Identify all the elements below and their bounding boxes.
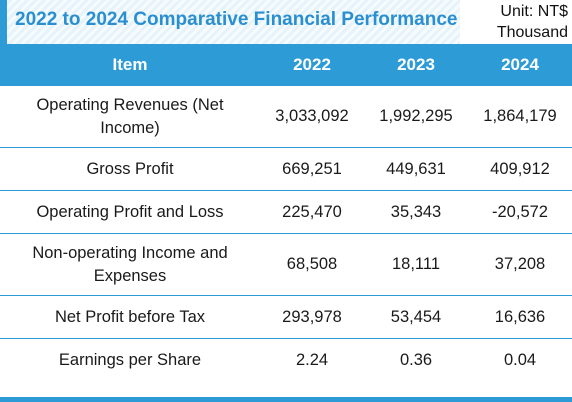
header-2023: 2023 <box>364 44 468 86</box>
table-row: Non-operating Income and Expenses 68,508… <box>0 233 572 296</box>
row-value-2024: 1,864,179 <box>468 86 572 148</box>
row-value-2023: 0.36 <box>399 350 433 369</box>
header-2024: 2024 <box>468 44 572 86</box>
financial-table: Item 2022 2023 2024 Operating Revenues (… <box>0 44 572 381</box>
row-value-2022: 3,033,092 <box>260 86 364 148</box>
row-value-2023: 449,631 <box>364 147 468 191</box>
row-value-2022: 293,978 <box>260 295 364 339</box>
row-value-2022: 225,470 <box>260 190 364 234</box>
table-row: Gross Profit 669,251 449,631 409,912 <box>0 147 572 191</box>
title-bar: 2022 to 2024 Comparative Financial Perfo… <box>0 0 460 44</box>
table-row: Net Profit before Tax 293,978 53,454 16,… <box>0 295 572 339</box>
table-row: Earnings per Share 2.24 0.36 0.04 <box>0 339 572 382</box>
row-value-2022: 669,251 <box>260 147 364 191</box>
row-value-2024: 0.04 <box>503 350 537 369</box>
row-item-label: Operating Profit and Loss <box>0 190 260 234</box>
row-item-label: Earnings per Share <box>58 350 202 369</box>
row-item-label: Net Profit before Tax <box>0 295 260 339</box>
row-value-2022: 2.24 <box>295 350 329 369</box>
table-row: Operating Profit and Loss 225,470 35,343… <box>0 190 572 234</box>
row-value-2023: 35,343 <box>364 190 468 234</box>
header-2022: 2022 <box>260 44 364 86</box>
row-value-2023: 1,992,295 <box>364 86 468 148</box>
row-value-2024: 16,636 <box>468 295 572 339</box>
row-value-2023: 53,454 <box>364 295 468 339</box>
row-item-label: Operating Revenues (Net Income) <box>0 86 260 148</box>
table-row: Operating Revenues (Net Income) 3,033,09… <box>0 86 572 148</box>
row-item-label: Gross Profit <box>0 147 260 191</box>
row-value-2024: -20,572 <box>468 190 572 234</box>
row-value-2023: 18,111 <box>364 233 468 296</box>
title-accent-bar <box>0 0 7 44</box>
row-value-2024: 409,912 <box>468 147 572 191</box>
row-value-2022: 68,508 <box>260 233 364 296</box>
page-title: 2022 to 2024 Comparative Financial Perfo… <box>15 9 458 30</box>
unit-label: Unit: NT$ Thousand <box>496 3 568 41</box>
header-item: Item <box>0 44 260 86</box>
table-header-row: Item 2022 2023 2024 <box>0 44 572 86</box>
row-item-label: Non-operating Income and Expenses <box>0 233 260 296</box>
row-value-2024: 37,208 <box>468 233 572 296</box>
bottom-rule <box>0 397 572 402</box>
